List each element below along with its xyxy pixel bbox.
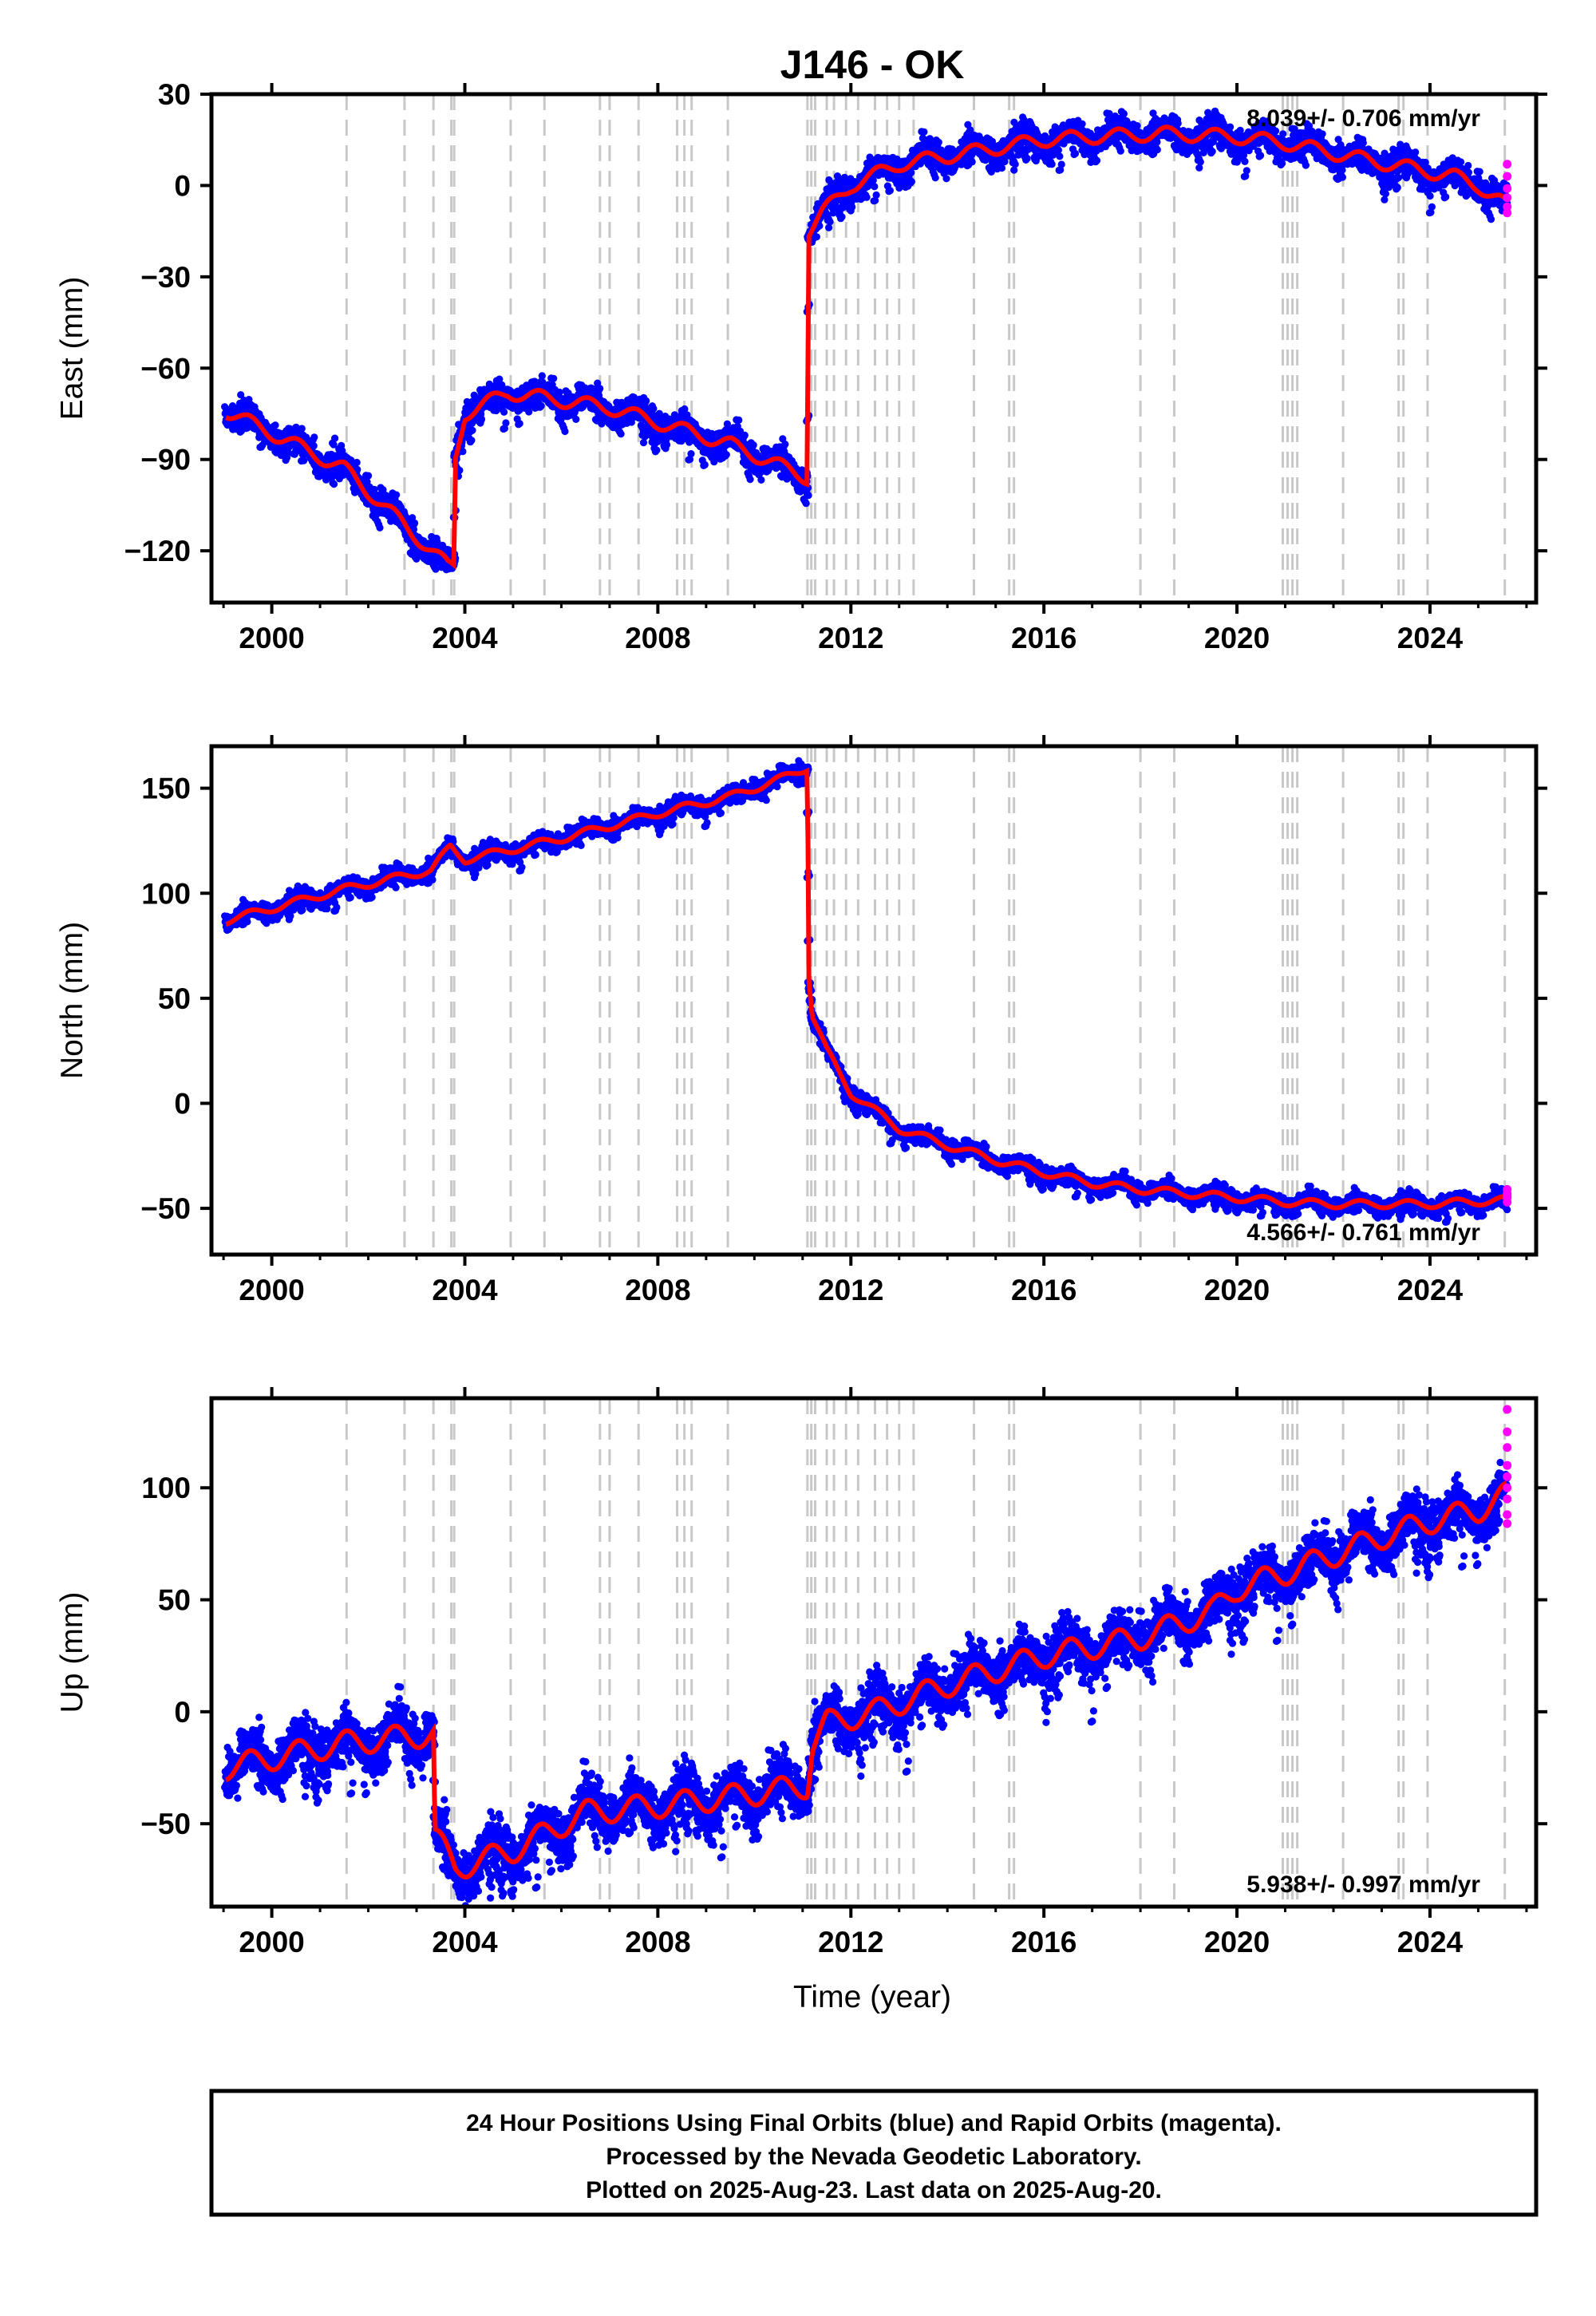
data-point xyxy=(331,434,339,442)
data-point xyxy=(354,465,361,474)
data-point xyxy=(757,476,765,484)
data-point xyxy=(525,408,533,416)
panel-1: 2000 2004 2008 2012 2016 2020 2024300−30−60−90… xyxy=(55,78,1547,654)
data-point xyxy=(942,175,950,183)
data-point xyxy=(749,441,757,449)
data-point xyxy=(516,420,523,428)
data-point xyxy=(298,425,306,433)
data-point xyxy=(271,421,279,429)
data-point xyxy=(251,403,259,411)
data-point xyxy=(353,458,361,467)
data-point xyxy=(872,191,880,199)
data-point xyxy=(468,437,476,445)
data-point xyxy=(330,480,338,488)
data-point xyxy=(804,492,812,500)
data-point xyxy=(802,500,810,508)
data-point xyxy=(746,476,754,484)
data-point xyxy=(869,176,877,184)
data-point xyxy=(411,519,419,528)
data-point xyxy=(550,374,558,382)
data-point xyxy=(968,158,976,166)
data-point xyxy=(617,430,625,438)
data-point xyxy=(781,441,789,449)
data-point xyxy=(376,524,384,532)
data-point xyxy=(812,233,820,241)
data-point xyxy=(477,410,485,418)
data-point xyxy=(502,419,510,427)
data-point xyxy=(740,433,748,441)
data-point xyxy=(393,491,401,499)
data-point xyxy=(365,472,373,480)
data-point xyxy=(931,174,939,182)
data-point xyxy=(934,138,942,146)
data-point xyxy=(537,402,545,410)
data-point xyxy=(838,213,846,221)
data-point xyxy=(642,397,650,405)
data-point xyxy=(701,460,709,469)
data-point xyxy=(496,375,504,383)
data-point xyxy=(653,446,661,454)
data-point xyxy=(863,193,871,201)
data-point xyxy=(555,389,563,397)
data-point xyxy=(871,183,879,191)
data-point xyxy=(561,427,569,436)
data-point xyxy=(572,415,580,424)
data-point xyxy=(907,178,915,186)
data-point xyxy=(538,372,546,380)
data-point xyxy=(920,128,928,136)
data-point xyxy=(330,441,338,449)
data-point xyxy=(300,456,308,464)
data-point xyxy=(432,565,440,573)
data-point xyxy=(237,391,245,399)
data-point xyxy=(687,450,695,458)
data-point xyxy=(735,416,743,425)
data-point xyxy=(500,425,509,433)
data-point xyxy=(907,168,915,176)
data-point xyxy=(596,385,604,393)
data-point xyxy=(310,433,318,441)
data-point xyxy=(722,451,730,459)
data-point xyxy=(826,218,834,226)
data-point xyxy=(500,408,508,416)
data-point xyxy=(650,405,658,413)
data-point xyxy=(468,426,476,434)
data-point xyxy=(886,187,894,195)
chart-title: J146 - OK xyxy=(780,42,965,87)
data-point xyxy=(459,448,467,456)
